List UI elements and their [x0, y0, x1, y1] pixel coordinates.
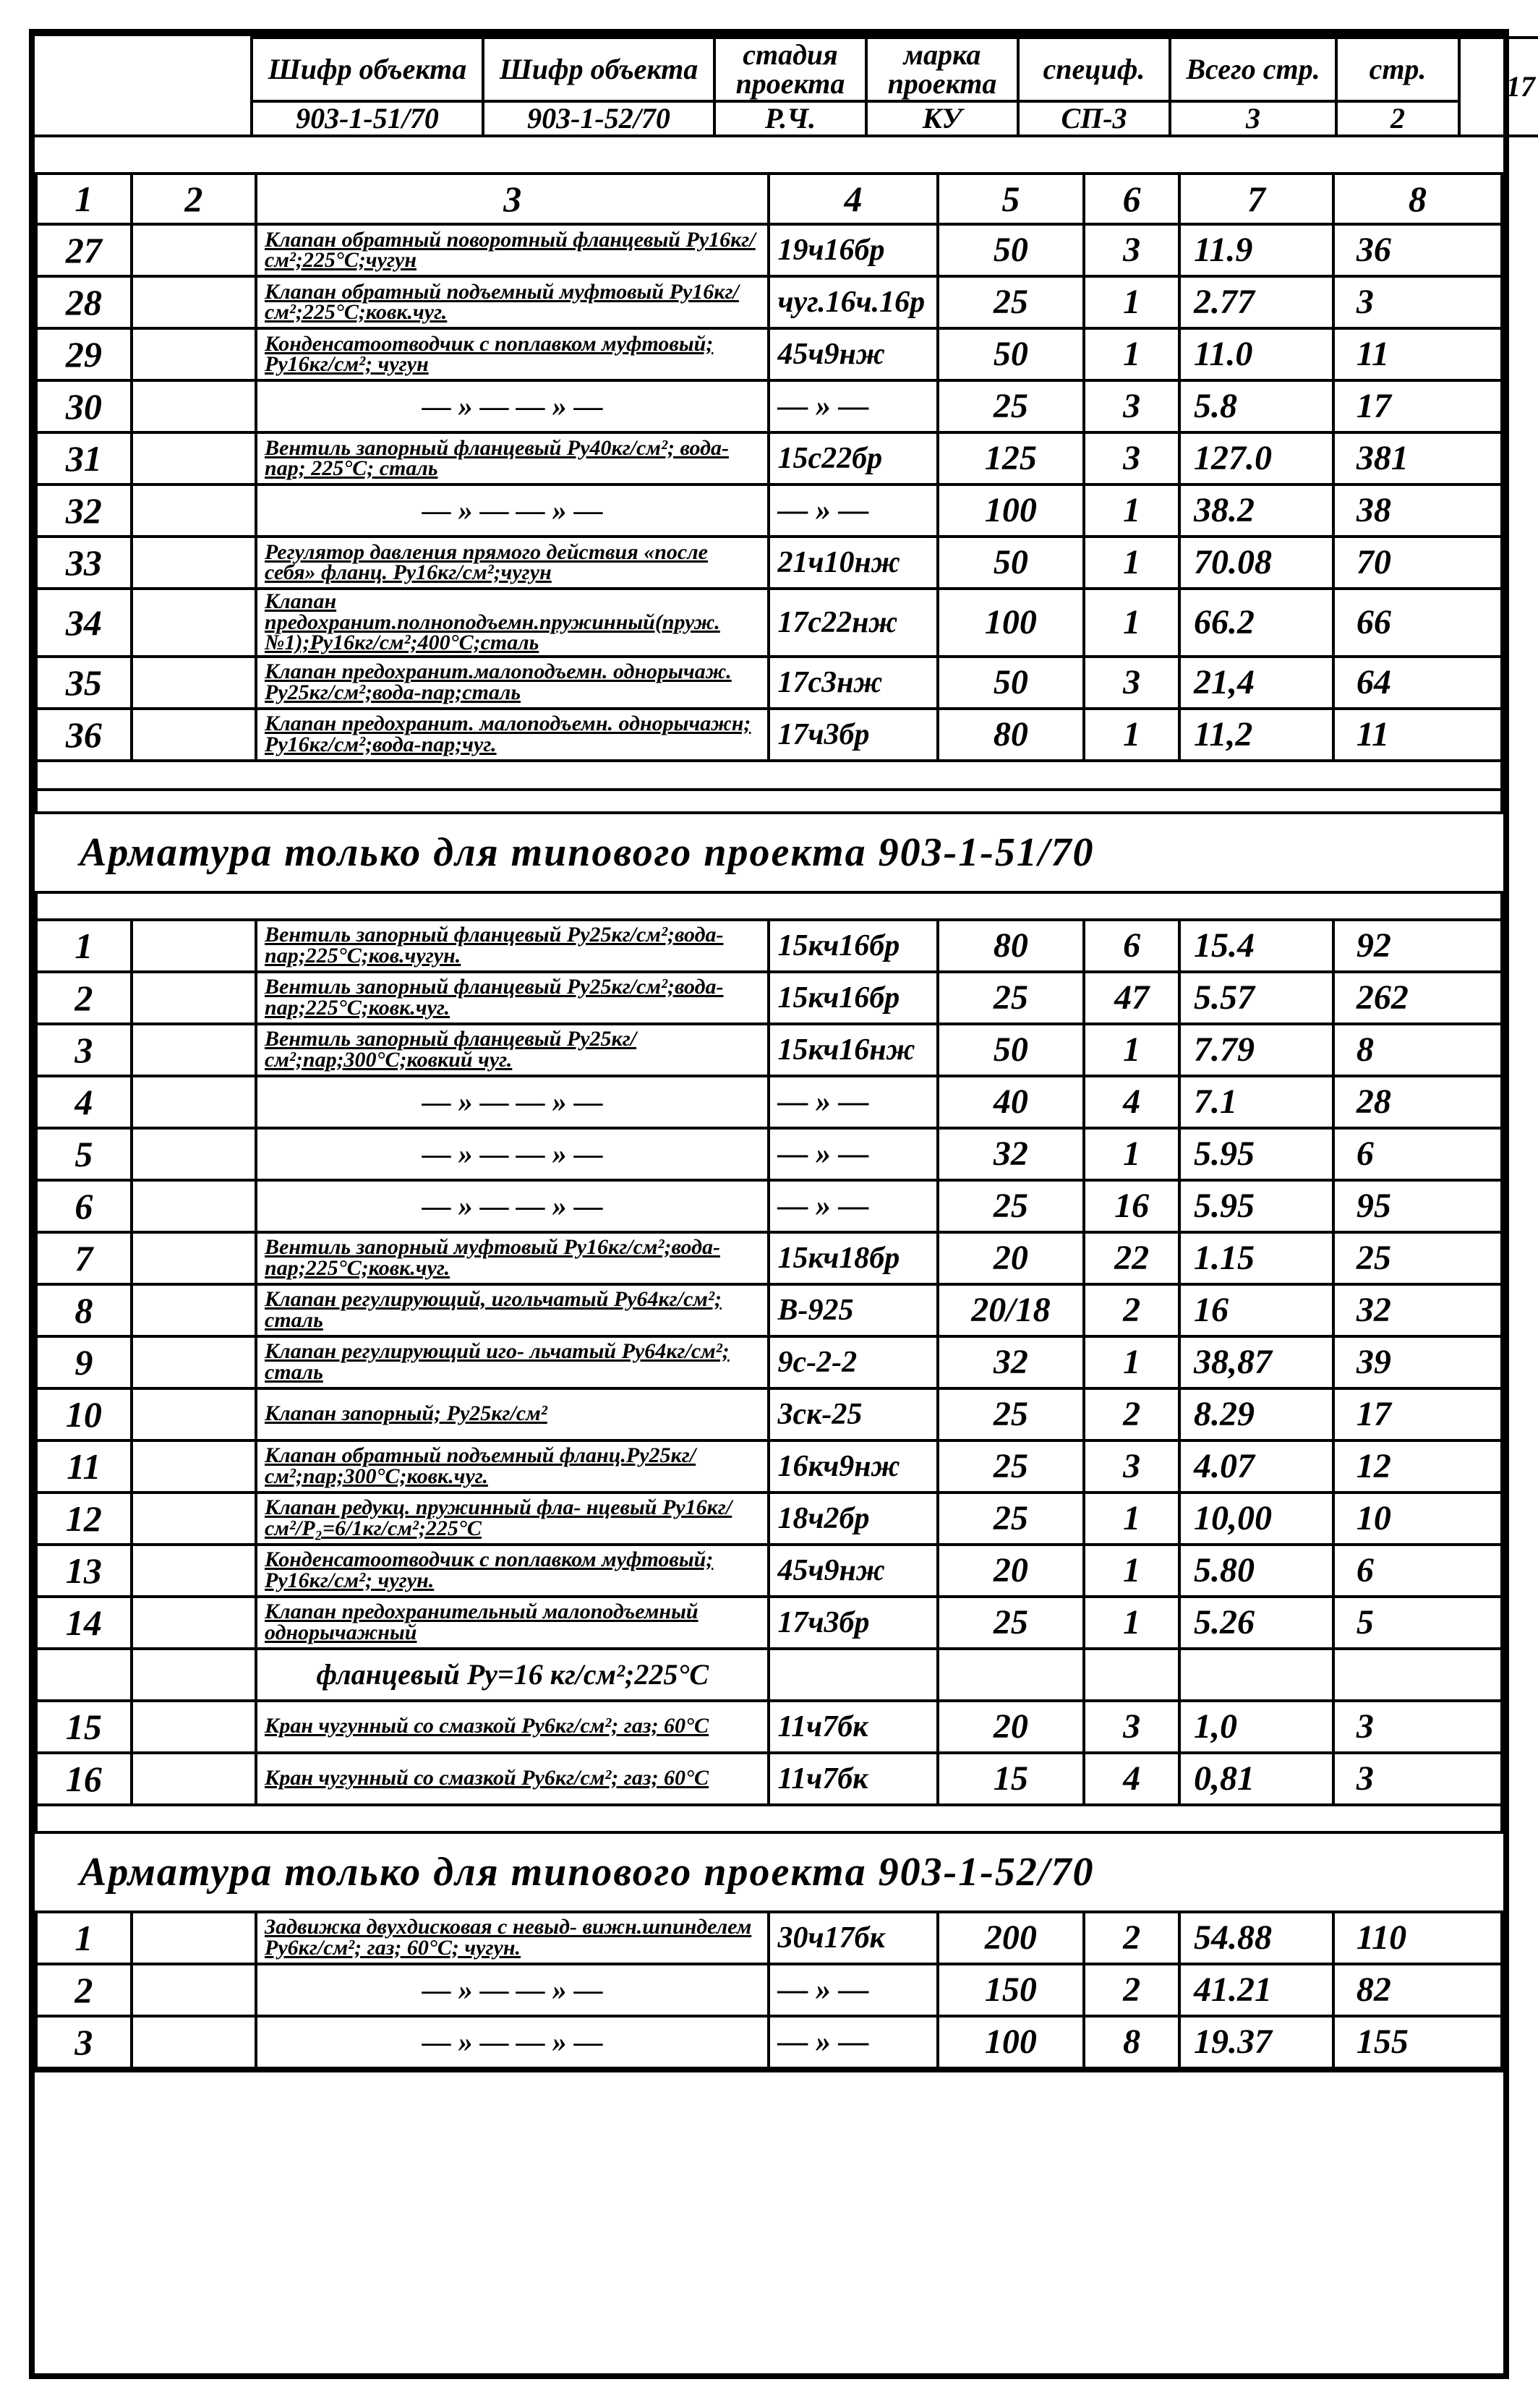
table-row: 35Клапан предохранит.малоподъемн. одноры…: [36, 657, 1502, 709]
table-row: 28Клапан обратный подъемный муфтовый Ру1…: [36, 276, 1502, 328]
column-numbers: 12345678: [36, 174, 1502, 224]
table-row: 33Регулятор давления прямого действия «п…: [36, 537, 1502, 589]
table-row: 6— » — — » —— » —25165.9595: [36, 1180, 1502, 1232]
table-row: 16Кран чугунный со смазкой Ру6кг/см²; га…: [36, 1753, 1502, 1805]
table-row: 9Клапан регулирующий иго- льчатый Ру64кг…: [36, 1336, 1502, 1388]
hdr-shifr2-label: Шифр объекта: [483, 38, 714, 101]
blank-tail: [35, 2070, 1503, 2373]
spacer-row: [36, 892, 1502, 920]
colnum-2: 2: [132, 174, 256, 224]
table-row: 32— » — — » —— » —100138.238: [36, 484, 1502, 537]
page-number: 17: [1459, 38, 1538, 136]
colnum-5: 5: [938, 174, 1085, 224]
table-row: 5— » — — » —— » —3215.956: [36, 1128, 1502, 1180]
table-row: 13Конденсатоотводчик с поплавком муфтовы…: [36, 1545, 1502, 1597]
table-row: 31Вентиль запорный фланцевый Ру40кг/см²;…: [36, 432, 1502, 484]
hdr-vsego-val: 3: [1170, 101, 1336, 136]
spacer-row: [36, 1805, 1502, 1832]
hdr-stadia-label: стадия проекта: [714, 38, 866, 101]
spacer-row: [36, 761, 1502, 790]
hdr-str-val: 2: [1336, 101, 1459, 136]
colnum-6: 6: [1084, 174, 1179, 224]
section-51-70: Арматура только для типового проекта 903…: [36, 813, 1502, 892]
table-row: 2— » — — » —— » —150241.2182: [36, 1964, 1502, 2016]
table-row: 7Вентиль запорный муфтовый Ру16кг/см²;во…: [36, 1232, 1502, 1284]
colnum-3: 3: [256, 174, 769, 224]
hdr-vsego-label: Всего стр.: [1170, 38, 1336, 101]
colnum-8: 8: [1333, 174, 1502, 224]
hdr-marka-val: КУ: [866, 101, 1018, 136]
table-row: 2Вентиль запорный фланцевый Ру25кг/см²;в…: [36, 972, 1502, 1024]
spacer-row: [36, 790, 1502, 813]
table-row: 29Конденсатоотводчик с поплавком муфтовы…: [36, 328, 1502, 380]
table-row: 10Клапан запорный; Ру25кг/см²3ск-252528.…: [36, 1388, 1502, 1440]
hdr-specif-label: специф.: [1018, 38, 1170, 101]
section-52-70: Арматура только для типового проекта 903…: [36, 1832, 1502, 1912]
hdr-shifr2-val: 903-1-52/70: [483, 101, 714, 136]
table-row: 11Клапан обратный подъемный фланц.Ру25кг…: [36, 1440, 1502, 1493]
table-row: 15Кран чугунный со смазкой Ру6кг/см²; га…: [36, 1701, 1502, 1753]
table-row: 34Клапан предохранит.полноподъемн.пружин…: [36, 589, 1502, 657]
hdr-shifr1-label: Шифр объекта: [252, 38, 483, 101]
hdr-str-label: стр.: [1336, 38, 1459, 101]
table-row: фланцевый Ру=16 кг/см²;225°С: [36, 1649, 1502, 1701]
table-row: 27Клапан обратный поворотный фланцевый Р…: [36, 224, 1502, 276]
colnum-1: 1: [36, 174, 132, 224]
table-row: 4— » — — » —— » —4047.128: [36, 1076, 1502, 1128]
table-row: 3— » — — » —— » —100819.37155: [36, 2016, 1502, 2068]
table-row: 12Клапан редукц. пружинный фла- нцевый Р…: [36, 1493, 1502, 1545]
table-row: 1Задвижка двухдисковая с невыд- вижн.шпи…: [36, 1912, 1502, 1964]
table-row: 30— » — — » —— » —2535.817: [36, 380, 1502, 432]
table-row: 1Вентиль запорный фланцевый Ру25кг/см²;в…: [36, 920, 1502, 972]
colnum-7: 7: [1179, 174, 1333, 224]
hdr-shifr1-val: 903-1-51/70: [252, 101, 483, 136]
table-row: 36Клапан предохранит. малоподъемн. однор…: [36, 709, 1502, 761]
hdr-stadia-val: Р.Ч.: [714, 101, 866, 136]
colnum-4: 4: [769, 174, 937, 224]
table-row: 3Вентиль запорный фланцевый Ру25кг/см²;п…: [36, 1024, 1502, 1076]
hdr-specif-val: СП-3: [1018, 101, 1170, 136]
spec-table: 1234567827Клапан обратный поворотный фла…: [35, 172, 1503, 2070]
header-table: Шифр объекта Шифр объекта стадия проекта…: [35, 36, 1538, 137]
table-row: 14Клапан предохранительный малоподъемный…: [36, 1597, 1502, 1649]
hdr-marka-label: марка проекта: [866, 38, 1018, 101]
table-row: 8Клапан регулирующий, игольчатый Ру64кг/…: [36, 1284, 1502, 1336]
spec-sheet: Шифр объекта Шифр объекта стадия проекта…: [29, 29, 1509, 2379]
